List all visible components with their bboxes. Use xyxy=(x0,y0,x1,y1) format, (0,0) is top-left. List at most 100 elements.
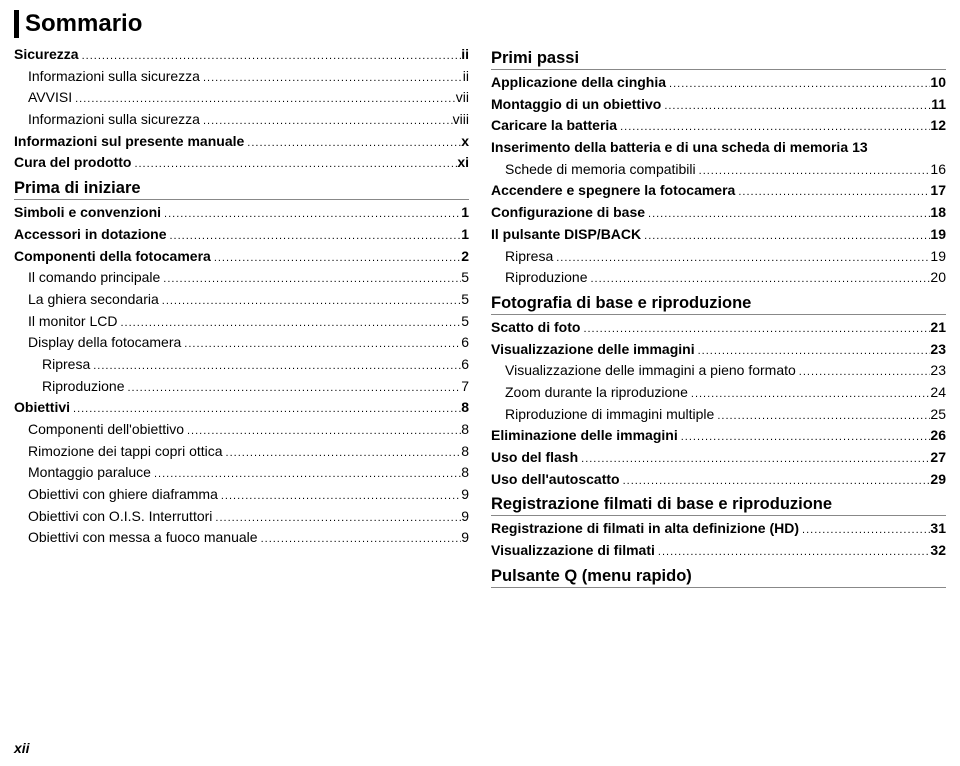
toc-row: Configurazione di base18 xyxy=(491,202,946,224)
toc-leader-dots xyxy=(796,364,931,381)
toc-leader-dots xyxy=(578,451,930,468)
toc-leader-dots xyxy=(696,163,931,180)
toc-row: Riproduzione20 xyxy=(491,267,946,289)
toc-leader-dots xyxy=(79,48,462,65)
toc-row: Obiettivi8 xyxy=(14,397,469,419)
toc-entry-page: 6 xyxy=(461,332,469,354)
page-number: xii xyxy=(14,740,30,756)
toc-leader-dots xyxy=(70,401,461,418)
toc-leader-dots xyxy=(161,206,461,223)
toc-entry-label: Obiettivi con O.I.S. Interruttori xyxy=(28,506,212,528)
toc-leader-dots xyxy=(159,293,461,310)
toc-entry-label: Uso dell'autoscatto xyxy=(491,469,620,491)
toc-leader-dots xyxy=(212,510,461,527)
page-title: Sommario xyxy=(14,10,946,38)
toc-leader-dots xyxy=(695,343,931,360)
toc-row: Ripresa 19 xyxy=(491,246,946,268)
toc-entry-label: Montaggio paraluce xyxy=(28,462,151,484)
toc-entry-label: Obiettivi con ghiere diaframma xyxy=(28,484,218,506)
toc-row: Il comando principale5 xyxy=(14,267,469,289)
toc-entry-label: Componenti dell'obiettivo xyxy=(28,419,184,441)
toc-entry-page: 29 xyxy=(930,469,946,491)
toc-row: Schede di memoria compatibili16 xyxy=(491,159,946,181)
toc-row: Montaggio di un obiettivo 11 xyxy=(491,94,946,116)
toc-entry-page: 2 xyxy=(461,246,469,268)
toc-leader-dots xyxy=(258,531,462,548)
toc-entry-label: Scatto di foto xyxy=(491,317,580,339)
toc-leader-dots xyxy=(714,408,930,425)
toc-entry-page: 9 xyxy=(461,484,469,506)
toc-leader-dots xyxy=(72,91,456,108)
toc-row: Registrazione di filmati in alta definiz… xyxy=(491,518,946,540)
toc-entry-page: 19 xyxy=(930,246,946,268)
toc-leader-dots xyxy=(620,473,931,490)
toc-entry-label: Ripresa xyxy=(505,246,553,268)
toc-leader-dots xyxy=(200,113,453,130)
toc-entry-label: Montaggio di un obiettivo xyxy=(491,94,661,116)
toc-leader-dots xyxy=(655,544,931,561)
toc-leader-dots xyxy=(641,228,930,245)
toc-leader-dots xyxy=(244,135,461,152)
toc-row: Simboli e convenzioni1 xyxy=(14,202,469,224)
toc-row: Il monitor LCD5 xyxy=(14,311,469,333)
toc-entry-label: Il comando principale xyxy=(28,267,160,289)
toc-entry-label: Ripresa xyxy=(42,354,90,376)
toc-entry-label: Registrazione di filmati in alta definiz… xyxy=(491,518,799,540)
toc-row: Uso del flash27 xyxy=(491,447,946,469)
toc-leader-dots xyxy=(688,386,931,403)
toc-entry-page: 5 xyxy=(461,311,469,333)
toc-row: Inserimento della batteria e di una sche… xyxy=(491,137,946,159)
toc-entry-page: xi xyxy=(457,152,469,174)
toc-row: La ghiera secondaria 5 xyxy=(14,289,469,311)
toc-entry-page: 9 xyxy=(461,527,469,549)
toc-entry-page: 11 xyxy=(931,94,946,116)
toc-row: Obiettivi con ghiere diaframma 9 xyxy=(14,484,469,506)
toc-entry-label: Informazioni sul presente manuale xyxy=(14,131,244,153)
toc-entry-label: Zoom durante la riproduzione xyxy=(505,382,688,404)
toc-leader-dots xyxy=(160,271,461,288)
toc-entry-page: 12 xyxy=(930,115,946,137)
toc-entry-label: Sicurezza xyxy=(14,44,79,66)
toc-entry-page: 6 xyxy=(461,354,469,376)
toc-entry-page: 8 xyxy=(461,419,469,441)
toc-entry-page: 21 xyxy=(930,317,946,339)
toc-row: Sicurezzaii xyxy=(14,44,469,66)
toc-entry-label: Inserimento della batteria e di una sche… xyxy=(491,137,848,159)
toc-section-heading: Registrazione filmati di base e riproduz… xyxy=(491,493,946,516)
toc-entry-label: La ghiera secondaria xyxy=(28,289,159,311)
toc-entry-label: Componenti della fotocamera xyxy=(14,246,211,268)
toc-entry-page: 1 xyxy=(461,224,469,246)
toc-leader-dots xyxy=(223,445,462,462)
toc-row: AVVISIvii xyxy=(14,87,469,109)
toc-entry-page: x xyxy=(461,131,469,153)
toc-row: Riproduzione di immagini multiple25 xyxy=(491,404,946,426)
toc-entry-page: 23 xyxy=(930,360,946,382)
toc-entry-label: Informazioni sulla sicurezza xyxy=(28,66,200,88)
toc-entry-label: Riproduzione xyxy=(42,376,125,398)
toc-row: Informazioni sulla sicurezzaviii xyxy=(14,109,469,131)
toc-row: Riproduzione7 xyxy=(14,376,469,398)
toc-entry-page: 5 xyxy=(461,289,469,311)
toc-leader-dots xyxy=(617,119,930,136)
toc-leader-dots xyxy=(131,156,457,173)
toc-entry-label: Caricare la batteria xyxy=(491,115,617,137)
toc-entry-label: Cura del prodotto xyxy=(14,152,131,174)
toc-row: Visualizzazione delle immagini23 xyxy=(491,339,946,361)
toc-section-heading: Prima di iniziare xyxy=(14,177,469,200)
toc-leader-dots xyxy=(151,466,461,483)
toc-entry-label: Rimozione dei tappi copri ottica xyxy=(28,441,223,463)
toc-entry-label: Informazioni sulla sicurezza xyxy=(28,109,200,131)
toc-row: Componenti della fotocamera 2 xyxy=(14,246,469,268)
toc-leader-dots xyxy=(181,336,461,353)
toc-leader-dots xyxy=(200,70,463,87)
toc-leader-dots xyxy=(588,271,931,288)
toc-row: Obiettivi con messa a fuoco manuale9 xyxy=(14,527,469,549)
toc-leader-dots xyxy=(678,429,931,446)
toc-left-column: SicurezzaiiInformazioni sulla sicurezzai… xyxy=(14,44,469,590)
toc-row: Rimozione dei tappi copri ottica8 xyxy=(14,441,469,463)
toc-row: Visualizzazione delle immagini a pieno f… xyxy=(491,360,946,382)
toc-row: Zoom durante la riproduzione24 xyxy=(491,382,946,404)
toc-entry-page: 1 xyxy=(461,202,469,224)
toc-entry-label: Schede di memoria compatibili xyxy=(505,159,696,181)
toc-row: Accessori in dotazione1 xyxy=(14,224,469,246)
